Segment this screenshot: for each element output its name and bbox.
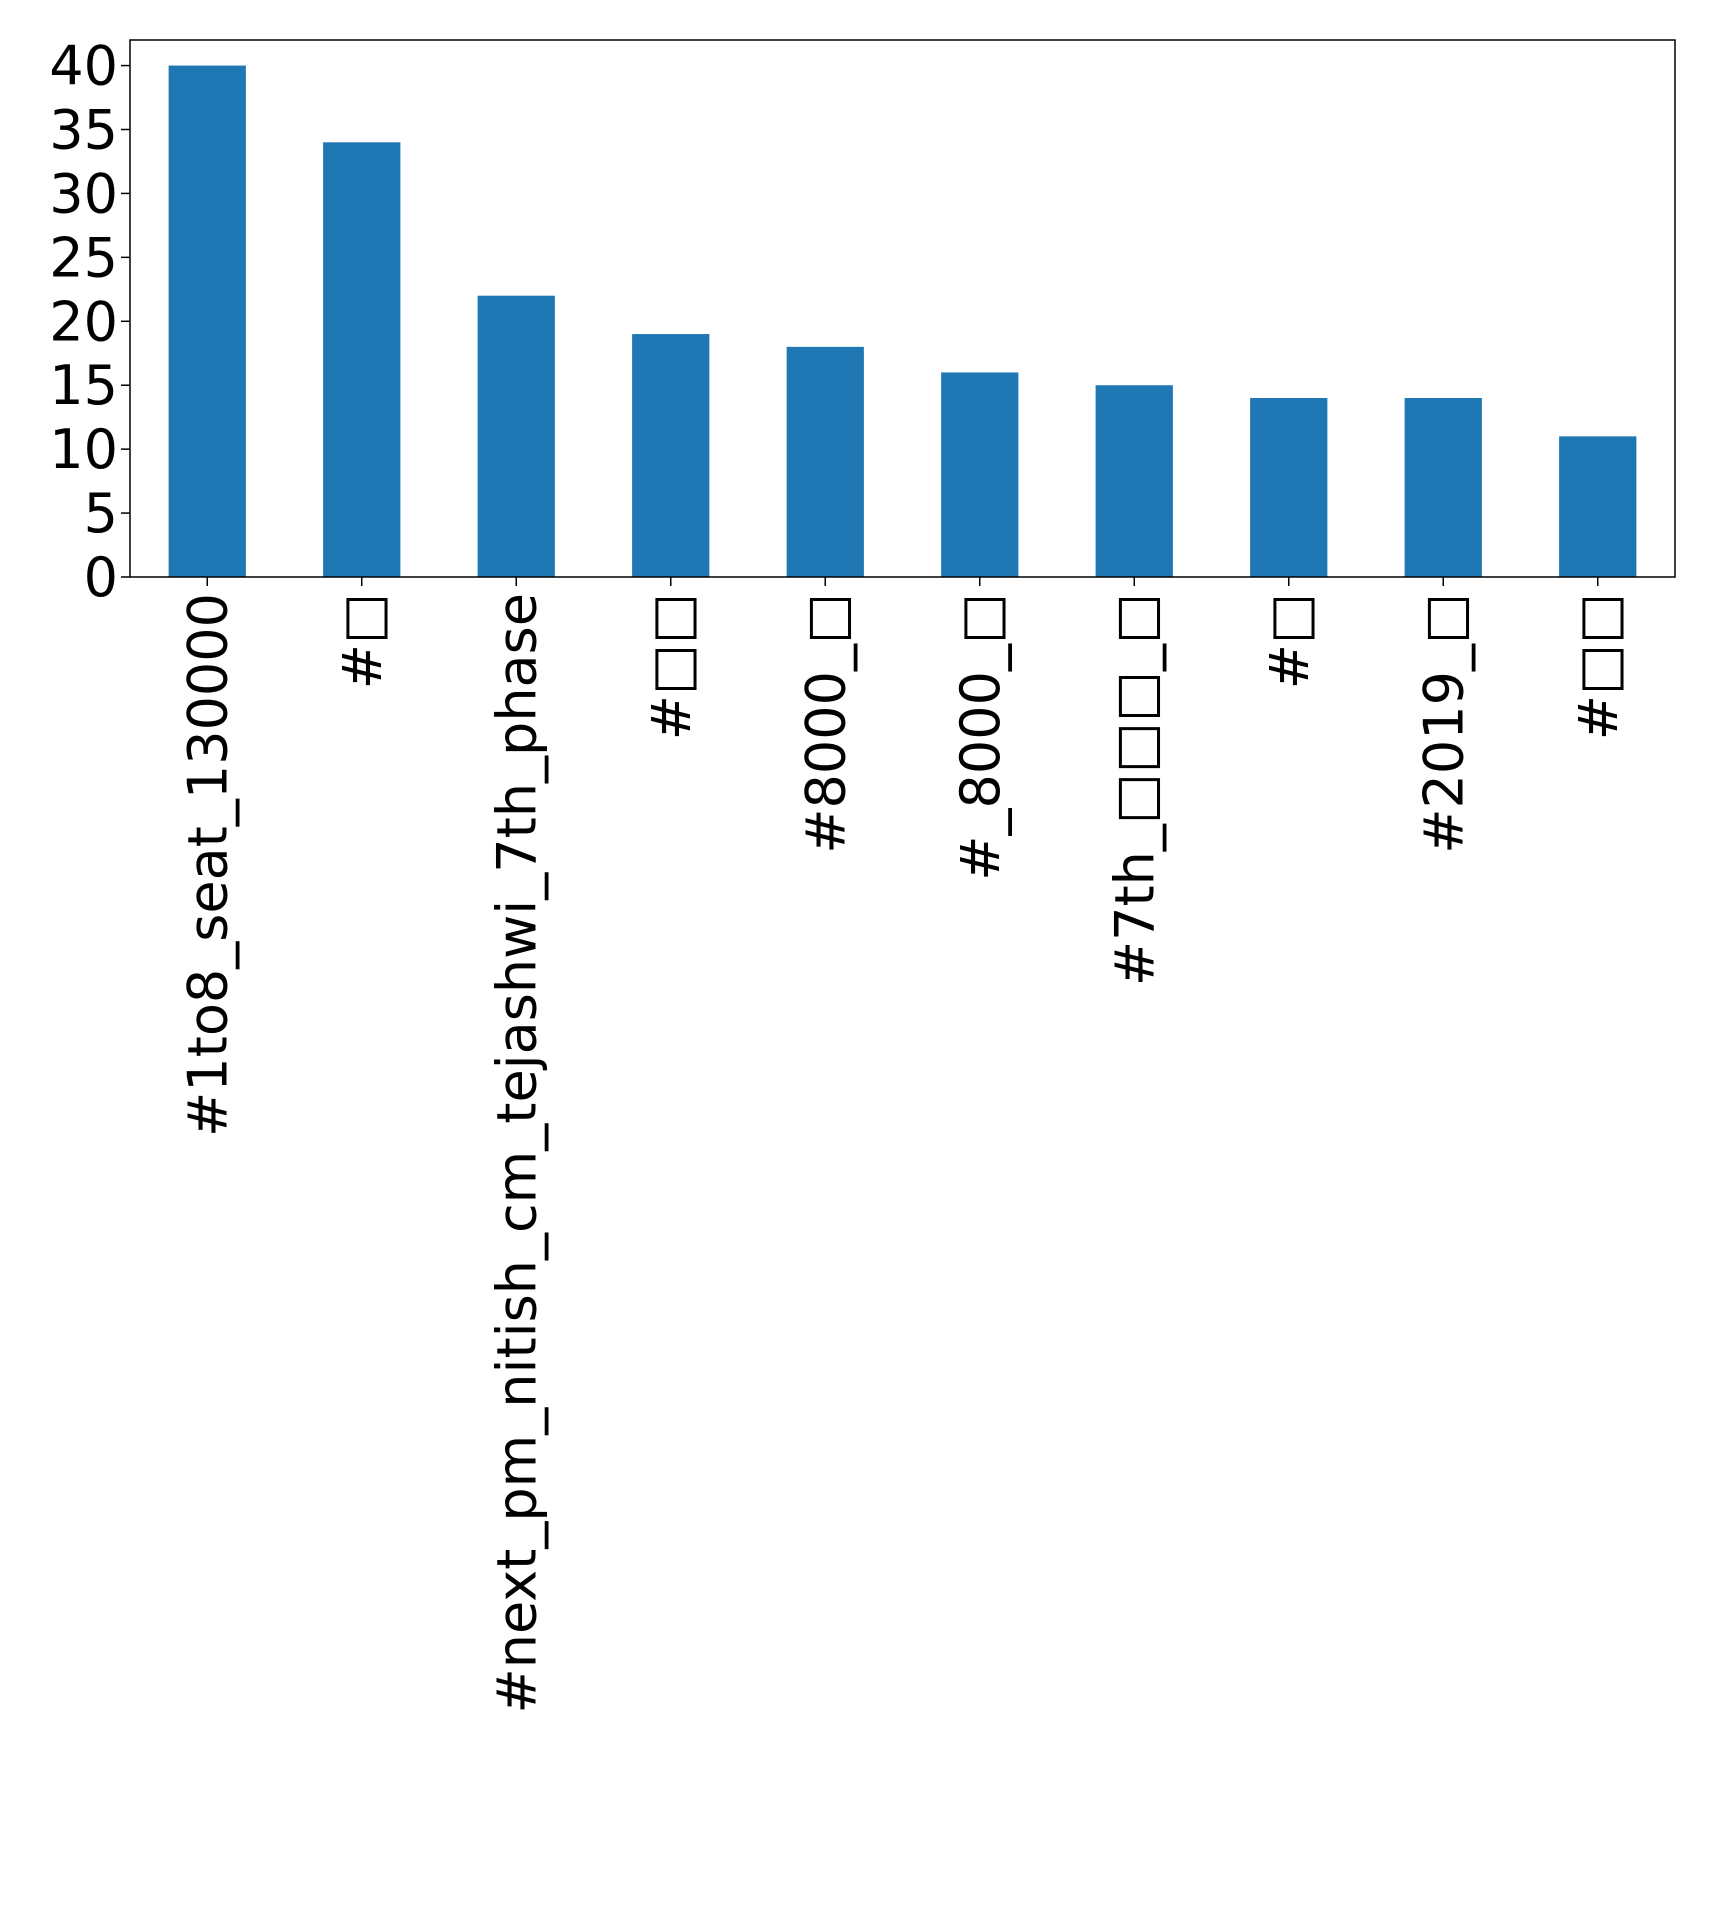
y-tick-label-0: 0 — [84, 546, 118, 609]
x-tick-label-6: #7th_□□□_□ — [1103, 593, 1166, 986]
x-tick-label-0: #1to8_seat_130000 — [176, 593, 239, 1137]
bar-8 — [1404, 398, 1482, 577]
bar-3 — [632, 334, 710, 577]
bar-7 — [1250, 398, 1328, 577]
bar-5 — [941, 372, 1019, 577]
y-tick-label-2: 10 — [49, 418, 118, 481]
y-tick-label-6: 30 — [49, 162, 118, 225]
plot-frame — [129, 39, 1676, 578]
x-tick-label-9: #□□ — [1567, 593, 1630, 740]
bar-9 — [1559, 436, 1637, 577]
x-axis: #1to8_seat_130000 #□ #next_pm_nitish_cm_te… — [176, 577, 1630, 1714]
x-tick-label-5: #_8000_□ — [949, 593, 1012, 881]
x-tick-label-2: #next_pm_nitish_cm_tejashwi_7th_phase — [485, 593, 548, 1714]
y-tick-label-3: 15 — [49, 354, 118, 417]
y-tick-label-1: 5 — [84, 482, 118, 545]
y-tick-label-8: 40 — [49, 35, 118, 98]
x-tick-label-4: #8000_□ — [794, 593, 857, 854]
x-tick-label-7: #□ — [1258, 593, 1321, 689]
y-tick-label-5: 25 — [49, 226, 118, 289]
bar-6 — [1095, 385, 1173, 577]
y-tick-label-4: 20 — [49, 290, 118, 353]
x-tick-label-3: #□□ — [640, 593, 703, 740]
x-tick-label-8: #2019_□ — [1412, 593, 1475, 854]
bar-1 — [323, 142, 401, 578]
bars-group — [168, 65, 1637, 578]
y-tick-label-7: 35 — [49, 99, 118, 162]
bar-2 — [477, 295, 555, 577]
bar-4 — [786, 346, 864, 577]
x-tick-label-1: #□ — [331, 593, 394, 689]
bar-0 — [168, 65, 246, 578]
